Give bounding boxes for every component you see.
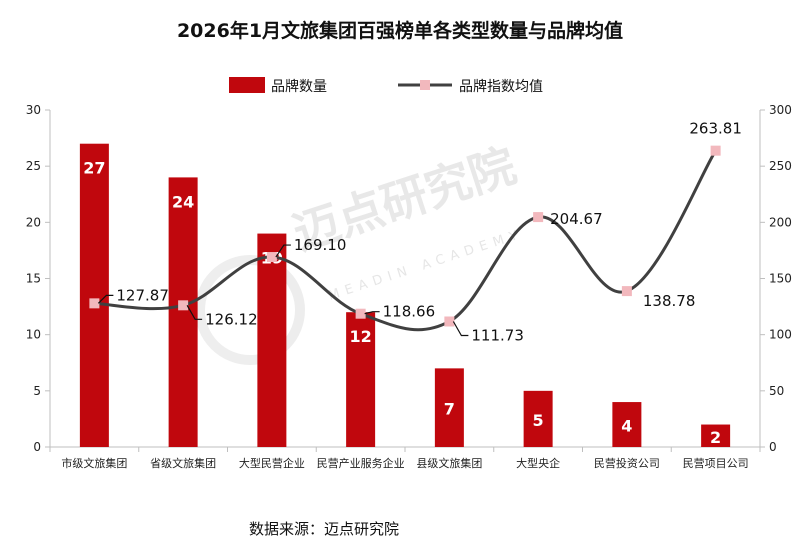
line-marker	[621, 286, 632, 297]
line-value-label: 204.67	[550, 210, 603, 228]
left-tick-label: 20	[26, 215, 41, 229]
x-tick-label: 民营项目公司	[683, 456, 749, 470]
line-value-label: 263.81	[689, 120, 742, 138]
line-marker	[178, 300, 189, 311]
leader-line	[97, 294, 114, 304]
line-marker	[266, 252, 277, 263]
line-value-label: 127.87	[116, 286, 169, 304]
line-marker	[89, 298, 100, 309]
bar	[701, 424, 731, 447]
x-tick-label: 大型央企	[516, 456, 560, 470]
bar	[168, 177, 198, 447]
bar	[79, 143, 109, 447]
right-tick-label: 250	[769, 159, 792, 173]
right-tick-label: 0	[769, 440, 777, 454]
bar	[523, 390, 553, 447]
x-tick-label: 县级文旅集团	[416, 456, 482, 470]
x-tick-label: 大型民营企业	[239, 456, 305, 470]
bar-value-label: 7	[444, 400, 455, 419]
bar-value-label: 2	[710, 428, 721, 447]
bar-value-label: 24	[172, 192, 194, 211]
legend-bar-swatch	[229, 77, 265, 93]
bar-value-label: 4	[621, 417, 632, 436]
right-tick-label: 200	[769, 215, 792, 229]
line-marker	[355, 308, 366, 319]
line-value-label: 138.78	[643, 292, 696, 310]
legend-bar-label: 品牌数量	[271, 78, 327, 95]
legend-line-marker	[420, 80, 430, 90]
bars: 272419127542	[79, 143, 731, 447]
bar	[612, 402, 642, 447]
line-value-label: 169.10	[294, 236, 347, 254]
bar-value-label: 12	[349, 327, 371, 346]
line-marker	[533, 212, 544, 223]
bar	[257, 233, 287, 447]
x-tick-label: 民营投资公司	[594, 456, 660, 470]
line-value-label: 118.66	[383, 303, 436, 321]
legend: 品牌数量 品牌指数均值	[229, 77, 543, 95]
left-tick-label: 30	[26, 103, 41, 117]
leader-line	[275, 244, 291, 258]
bar	[346, 312, 376, 447]
left-tick-label: 5	[33, 384, 41, 398]
legend-line-label: 品牌指数均值	[459, 78, 543, 95]
left-tick-label: 25	[26, 159, 41, 173]
bar-value-label: 5	[533, 411, 544, 430]
x-tick-label: 民营产业服务企业	[317, 456, 405, 470]
left-tick-label: 0	[33, 440, 41, 454]
leader-line	[186, 305, 203, 320]
bar-value-label: 27	[83, 159, 105, 178]
line-series: 127.87 126.12 169.10 118.66 111.73 204.67 138.…	[89, 120, 742, 344]
right-tick-label: 150	[769, 272, 792, 286]
x-tick-label: 省级文旅集团	[150, 456, 216, 470]
bar	[434, 368, 464, 447]
right-tick-label: 100	[769, 328, 792, 342]
line-value-label: 111.73	[471, 326, 524, 344]
line-marker	[710, 145, 721, 156]
leader-line	[364, 311, 380, 315]
left-tick-label: 15	[26, 272, 41, 286]
leader-line	[452, 321, 469, 337]
source-note: 数据来源：迈点研究院	[249, 520, 399, 538]
watermark-logo	[195, 255, 305, 365]
line-marker	[444, 316, 455, 327]
chart-title: 2026年1月文旅集团百强榜单各类型数量与品牌均值	[177, 19, 623, 42]
right-tick-label: 300	[769, 103, 792, 117]
left-tick-label: 10	[26, 328, 41, 342]
line-value-label: 126.12	[205, 310, 258, 328]
right-tick-label: 50	[769, 384, 784, 398]
x-tick-label: 市级文旅集团	[61, 456, 127, 470]
